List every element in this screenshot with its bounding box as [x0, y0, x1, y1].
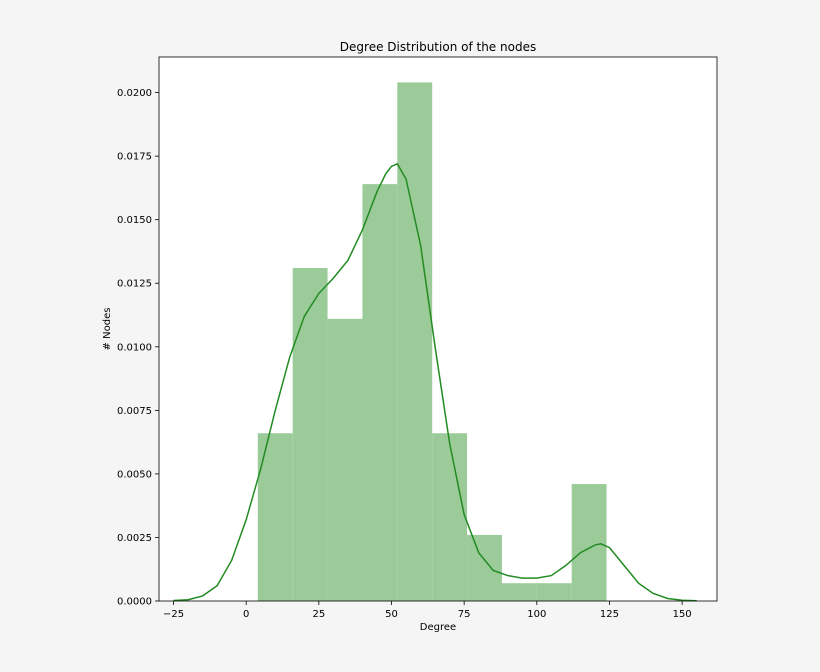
y-tick-label: 0.0050: [117, 469, 152, 480]
histogram-bar: [257, 433, 293, 601]
x-tick-label: 0: [243, 609, 249, 620]
histogram-bars: [257, 82, 607, 602]
x-tick-label: 50: [385, 609, 398, 620]
y-tick-label: 0.0000: [117, 597, 152, 608]
x-tick-label: 100: [527, 609, 546, 620]
histogram-bar: [571, 484, 607, 601]
histogram-bar: [536, 583, 572, 601]
y-tick-label: 0.0200: [117, 88, 152, 99]
x-axis-label: Degree: [420, 622, 456, 633]
chart-title: Degree Distribution of the nodes: [340, 40, 536, 54]
x-tick-label: −25: [163, 609, 184, 620]
y-tick-label: 0.0175: [117, 152, 152, 163]
y-tick-label: 0.0125: [117, 279, 152, 290]
histogram-bar: [432, 433, 468, 601]
y-axis-ticks: 0.0000 0.0025 0.0050 0.0075 0.0100 0.0125 0.01…: [117, 88, 159, 608]
y-axis-label: # Nodes: [102, 308, 113, 351]
histogram-bar: [292, 267, 328, 601]
y-tick-label: 0.0025: [117, 533, 152, 544]
y-tick-label: 0.0075: [117, 406, 152, 417]
histogram-bar: [362, 184, 398, 602]
histogram-bar: [501, 583, 537, 601]
histogram-bar: [327, 318, 363, 601]
histogram-bar: [467, 534, 502, 601]
plot-frame: [158, 56, 718, 602]
x-tick-label: 25: [312, 609, 325, 620]
histogram-bar: [397, 82, 433, 602]
y-tick-label: 0.0100: [117, 342, 152, 353]
kde-line: [173, 162, 697, 602]
y-tick-label: 0.0150: [117, 215, 152, 226]
x-axis-ticks: −25 0 25 50 75 100 125 150: [163, 601, 692, 620]
x-tick-label: 125: [600, 609, 619, 620]
x-tick-label: 75: [458, 609, 471, 620]
x-tick-label: 150: [673, 609, 692, 620]
